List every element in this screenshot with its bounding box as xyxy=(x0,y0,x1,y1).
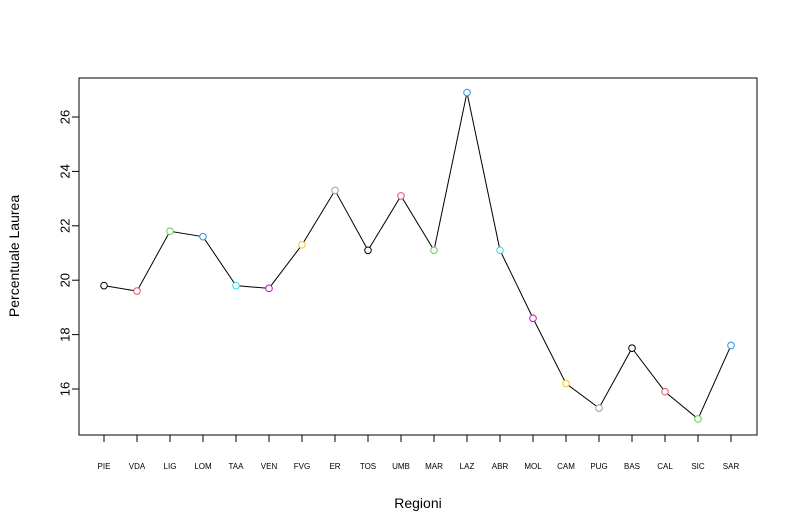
x-tick-label: PUG xyxy=(590,462,607,471)
y-axis-title: Percentuale Laurea xyxy=(6,195,22,317)
x-tick-label: SIC xyxy=(691,462,705,471)
data-point-vda xyxy=(133,287,141,295)
x-tick-label: ABR xyxy=(492,462,509,471)
data-points xyxy=(100,88,735,423)
plot-frame xyxy=(78,77,758,436)
y-tick-label: 16 xyxy=(58,382,73,396)
x-tick-label: TAA xyxy=(229,462,245,471)
x-tick-label: MAR xyxy=(425,462,443,471)
data-point-cal xyxy=(661,387,669,396)
x-tick-label: UMB xyxy=(392,462,410,471)
x-tick-label: SAR xyxy=(723,462,740,471)
x-tick-label: LIG xyxy=(164,462,177,471)
x-tick-label: FVG xyxy=(294,462,310,471)
x-tick-label: MOL xyxy=(524,462,542,471)
data-point-ven xyxy=(265,284,273,293)
x-tick-label: ER xyxy=(329,462,340,471)
y-tick-label: 22 xyxy=(58,219,73,233)
data-point-pie xyxy=(100,281,108,290)
data-point-sar xyxy=(727,341,735,350)
x-tick-label: VDA xyxy=(129,462,146,471)
y-tick-label: 26 xyxy=(58,110,73,124)
x-tick-label: LAZ xyxy=(460,462,475,471)
data-point-sic xyxy=(694,415,702,423)
data-point-pug xyxy=(595,404,603,412)
x-tick-label: CAM xyxy=(557,462,575,471)
y-tick-label: 18 xyxy=(58,327,73,341)
x-tick-label: TOS xyxy=(360,462,376,471)
x-tick-label: LOM xyxy=(194,462,212,471)
data-point-lom xyxy=(199,232,207,241)
data-point-mol xyxy=(529,314,537,323)
y-tick-label: 20 xyxy=(58,273,73,287)
data-point-taa xyxy=(232,281,240,290)
x-tick-label: PIE xyxy=(98,462,111,471)
series-line xyxy=(103,92,732,420)
x-tick-label: BAS xyxy=(624,462,640,471)
data-point-fvg xyxy=(298,241,306,249)
data-point-lig xyxy=(166,227,174,236)
data-point-umb xyxy=(397,192,405,200)
data-point-cam xyxy=(562,379,570,388)
data-point-abr xyxy=(496,246,504,255)
y-tick-label: 24 xyxy=(58,164,73,178)
data-point-er xyxy=(331,186,339,195)
data-point-mar xyxy=(430,246,438,255)
x-tick-label: CAL xyxy=(657,462,673,471)
data-point-bas xyxy=(628,344,636,353)
data-point-laz xyxy=(463,88,471,97)
x-axis: PIE VDA LIG LOM TAA VEN FVG ER TOS UMB MAR LAZ ABR MO… xyxy=(98,435,740,471)
x-axis-title: Regioni xyxy=(394,495,441,511)
x-tick-label: VEN xyxy=(261,462,278,471)
data-point-tos xyxy=(364,246,372,255)
y-axis: 16 18 20 22 24 26 xyxy=(58,110,79,396)
